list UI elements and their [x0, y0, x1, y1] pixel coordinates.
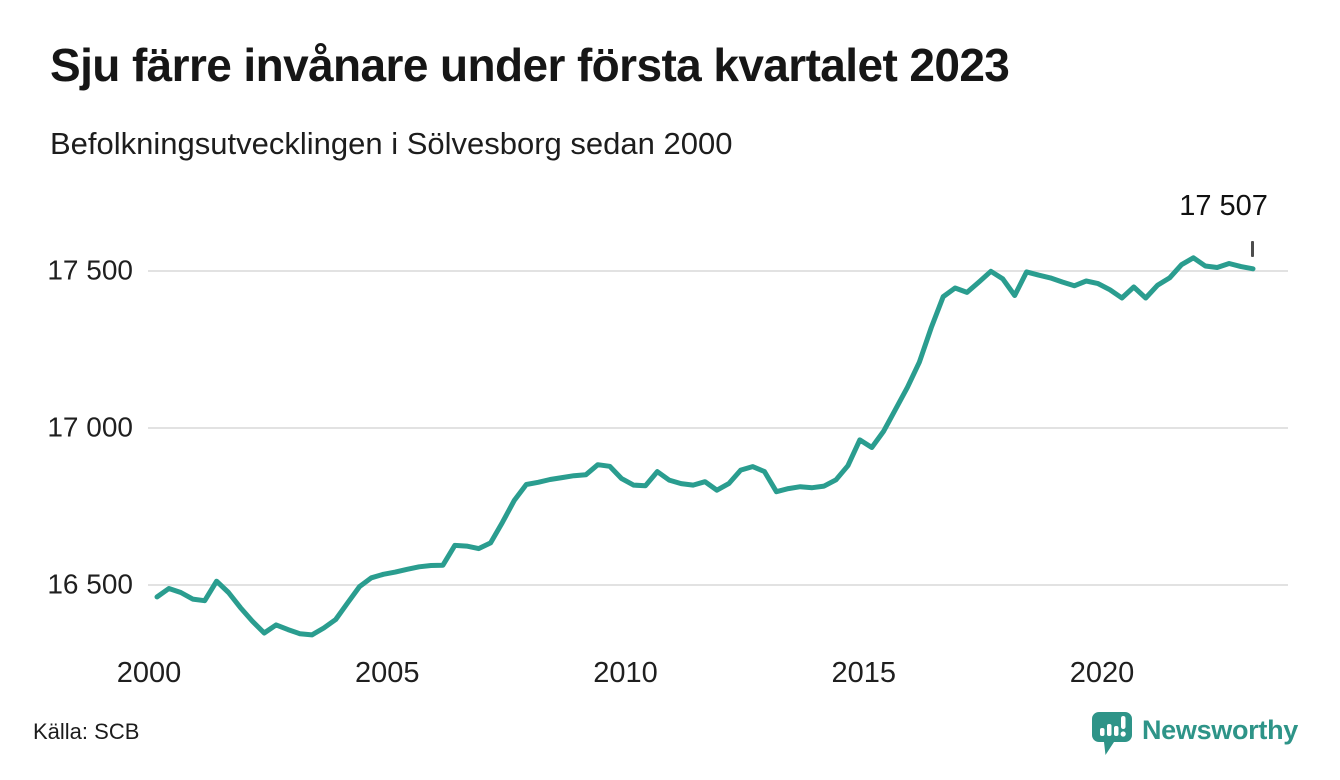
x-tick-label: 2005	[354, 657, 420, 689]
source-credit: Källa: SCB	[33, 719, 140, 744]
newsworthy-bubble-chart-icon	[1091, 712, 1132, 755]
y-tick-label: 17 500	[47, 254, 133, 286]
x-tick-label: 2010	[593, 657, 658, 689]
y-tick-label: 17 000	[47, 411, 133, 443]
x-tick-label: 2015	[831, 657, 897, 689]
x-tick-label: 2000	[116, 657, 182, 689]
x-tick-label: 2020	[1069, 657, 1135, 689]
newsworthy-logo: Newsworthy	[1091, 710, 1298, 758]
page-subtitle: Befolkningsutvecklingen i Sölvesborg sed…	[50, 126, 733, 161]
page-title: Sju färre invånare under första kvartale…	[50, 39, 1010, 91]
annotation-tick-mark	[1251, 241, 1255, 257]
population-line	[154, 255, 1256, 638]
last-value-annotation: 17 507	[1179, 190, 1268, 222]
gridlines	[148, 270, 1288, 586]
y-tick-label: 16 500	[47, 568, 133, 600]
newsworthy-wordmark: Newsworthy	[1141, 714, 1298, 745]
